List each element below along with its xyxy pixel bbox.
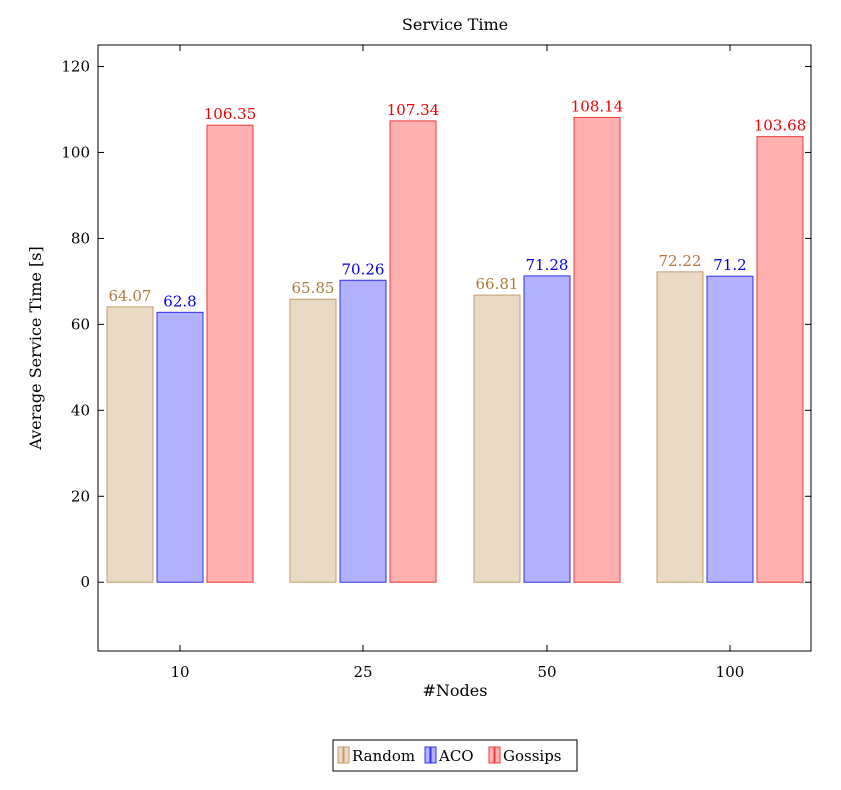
- chart-title: Service Time: [402, 15, 508, 34]
- data-label-aco-25: 70.26: [342, 260, 385, 278]
- y-axis-label: Average Service Time [s]: [26, 246, 45, 450]
- legend-entries: Random ACO Gossips: [337, 746, 562, 765]
- y-tick-label: 60: [71, 315, 90, 333]
- data-label-random-10: 64.07: [109, 287, 152, 305]
- bar-aco-50: [523, 275, 571, 583]
- y-tick-label: 0: [80, 573, 90, 591]
- x-tick-label: 50: [537, 663, 556, 681]
- data-label-random-50: 66.81: [476, 275, 519, 293]
- data-label-aco-100: 71.2: [713, 256, 746, 274]
- bar-random-50: [473, 294, 521, 583]
- bar-gossips-100: [756, 136, 804, 583]
- x-tick-label: 25: [353, 663, 372, 681]
- legend-label-aco: ACO: [438, 747, 474, 765]
- data-labels-group: 64.07 65.85 66.81 72.22 62.8 70.26 71.28 71.2 10…: [109, 97, 807, 310]
- y-tick-label: 80: [71, 229, 90, 247]
- legend-label-gossips: Gossips: [503, 747, 562, 765]
- y-axis: 0 20 40 60 80 100 120: [61, 57, 811, 591]
- y-tick-label: 100: [61, 143, 90, 161]
- bar-aco-25: [339, 279, 387, 583]
- bar-aco-100: [706, 275, 754, 583]
- bar-random-25: [289, 298, 337, 583]
- legend-label-random: Random: [352, 747, 415, 765]
- y-tick-label: 120: [61, 57, 90, 75]
- legend-swatch-random-a: [337, 746, 344, 764]
- bar-gossips-50: [573, 116, 621, 583]
- x-tick-label: 100: [716, 663, 745, 681]
- legend-swatch-gossips-b: [494, 746, 501, 764]
- x-axis-label: #Nodes: [423, 681, 488, 700]
- data-label-gossips-25: 107.34: [387, 101, 440, 119]
- data-label-random-100: 72.22: [659, 252, 702, 270]
- legend-swatch-aco-a: [424, 746, 431, 764]
- bars-group: [106, 116, 804, 583]
- data-label-random-25: 65.85: [292, 279, 335, 297]
- legend-frame: [332, 739, 578, 772]
- bar-random-100: [656, 271, 704, 583]
- y-tick-label: 40: [71, 401, 90, 419]
- data-label-gossips-100: 103.68: [754, 117, 807, 135]
- data-label-gossips-10: 106.35: [204, 105, 257, 123]
- legend: Random ACO Gossips: [332, 739, 578, 772]
- legend-swatch-aco-b: [430, 746, 437, 764]
- data-label-gossips-50: 108.14: [571, 97, 624, 115]
- bar-gossips-25: [389, 120, 437, 583]
- x-axis: 10 25 50 100: [170, 45, 744, 681]
- legend-swatch-random-b: [343, 746, 350, 764]
- bar-random-10: [106, 306, 154, 583]
- legend-swatch-gossips-a: [488, 746, 495, 764]
- bar-gossips-10: [206, 124, 254, 583]
- x-tick-label: 10: [170, 663, 189, 681]
- data-label-aco-10: 62.8: [163, 292, 196, 310]
- bar-aco-10: [156, 311, 204, 583]
- data-label-aco-50: 71.28: [526, 256, 569, 274]
- y-tick-label: 20: [71, 487, 90, 505]
- plot-frame: [97, 44, 812, 652]
